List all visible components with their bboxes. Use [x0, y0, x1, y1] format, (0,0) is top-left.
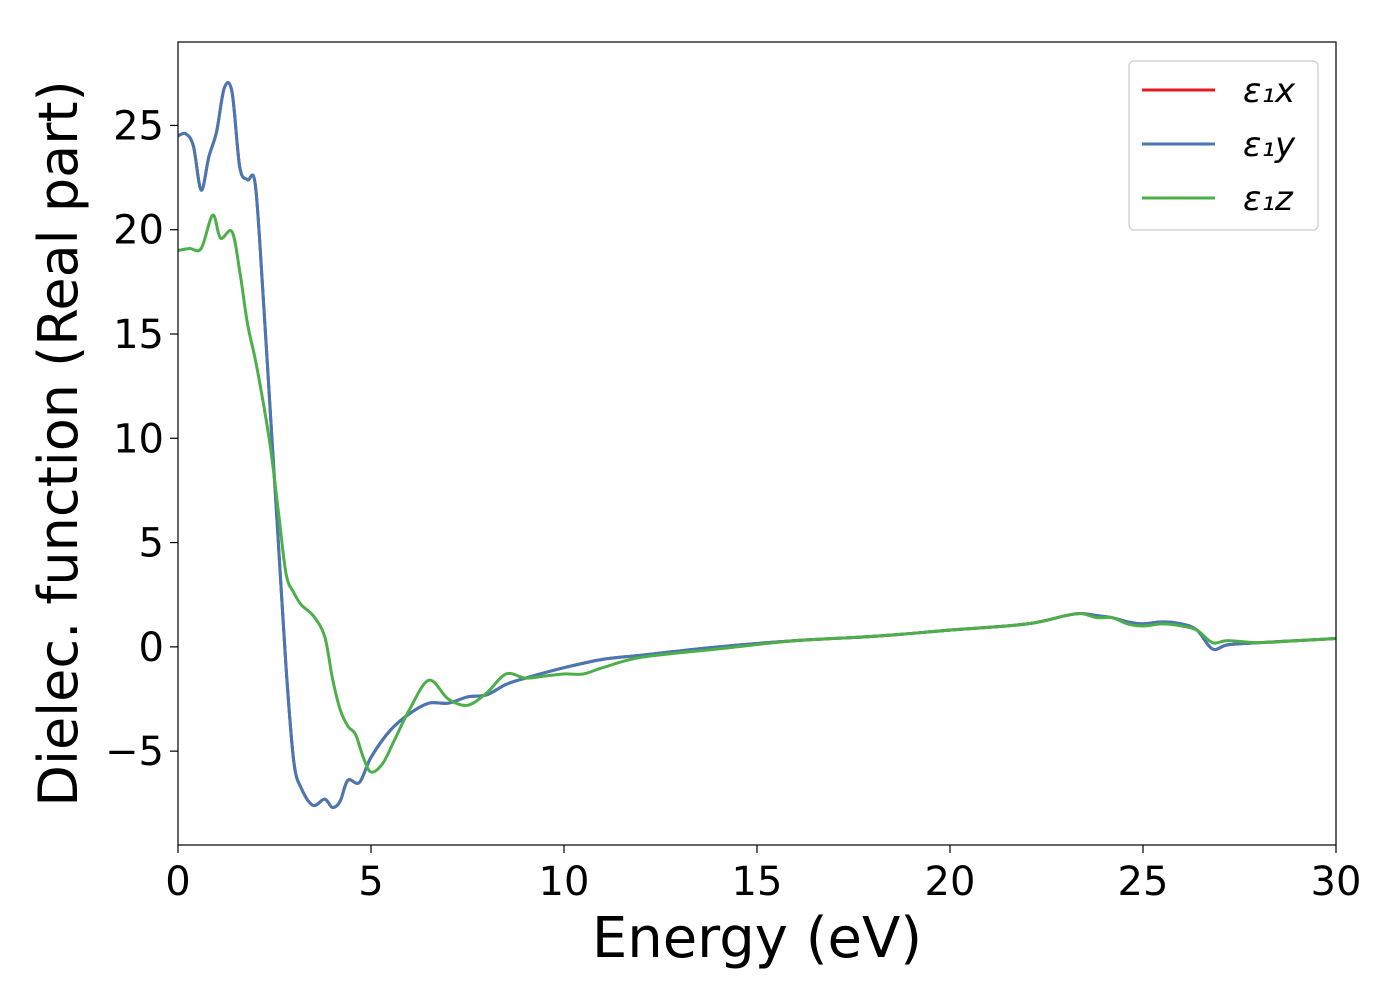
y-tick-label: −5 — [105, 729, 164, 775]
x-tick-label: 15 — [732, 859, 783, 905]
x-tick-label: 0 — [165, 859, 190, 905]
x-tick-label: 20 — [925, 859, 976, 905]
legend-label-2: ε₁z — [1243, 179, 1294, 219]
y-tick-label: 25 — [113, 103, 164, 149]
x-tick-label: 25 — [1118, 859, 1169, 905]
legend-label-1: ε₁y — [1243, 125, 1296, 165]
x-tick-label: 10 — [539, 859, 590, 905]
legend-box — [1128, 60, 1319, 231]
x-tick-label: 5 — [358, 859, 383, 905]
y-tick-label: 20 — [113, 208, 164, 254]
series-layer — [178, 81, 1336, 809]
legend-entries: ε₁x ε₁y ε₁z — [1142, 71, 1296, 219]
y-tick-label: 10 — [113, 416, 164, 462]
ticks-layer: 0 5 10 15 20 25 30 −5 0 5 10 15 20 25 — [105, 103, 1361, 905]
series-line-2 — [178, 213, 1336, 774]
x-tick-label: 30 — [1311, 859, 1362, 905]
y-tick-label: 15 — [113, 312, 164, 358]
series-line-1 — [178, 81, 1336, 809]
legend-label-0: ε₁x — [1243, 71, 1296, 111]
y-axis-title: Dielec. function (Real part) — [27, 80, 90, 806]
y-tick-label: 5 — [139, 521, 164, 567]
legend: ε₁x ε₁y ε₁z — [1128, 60, 1319, 231]
y-tick-label: 0 — [139, 625, 164, 671]
x-axis-title: Energy (eV) — [592, 906, 922, 971]
